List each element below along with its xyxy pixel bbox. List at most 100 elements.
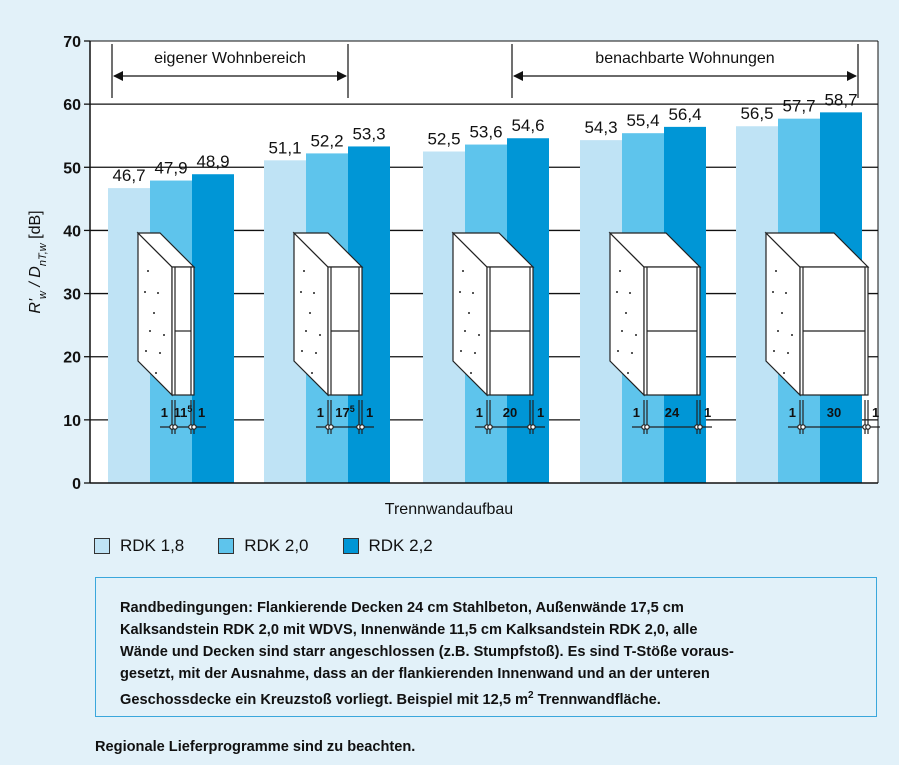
- texture-dot: [144, 291, 146, 293]
- dimension-node: [191, 424, 197, 430]
- texture-dot: [791, 334, 793, 336]
- legend-swatch: [342, 538, 359, 554]
- bar-value-label: 52,5: [427, 130, 460, 149]
- axes: 0 10 20 30 40 50 60 70: [63, 34, 879, 493]
- texture-dot: [300, 291, 302, 293]
- wall-drawings: 1 115 1 1 175 1 1 20 1 1 24 1 1 30 1: [136, 231, 880, 434]
- texture-dot: [472, 292, 474, 294]
- arrow-head-left-icon: [513, 71, 523, 81]
- texture-dot: [470, 372, 472, 374]
- bar-chart: 46,7 51,1 52,5 54,3 56,5 47,9 52,2 53,6 55,4 57,7…: [27, 34, 880, 518]
- bar-value-label: 54,6: [511, 116, 544, 135]
- texture-dot: [621, 330, 623, 332]
- texture-dot: [629, 292, 631, 294]
- dimension-label-left: 1: [476, 405, 483, 420]
- wall-section-drawing: 1 115 1: [136, 231, 206, 434]
- texture-dot: [311, 372, 313, 374]
- texture-dot: [155, 372, 157, 374]
- texture-dot: [460, 350, 462, 352]
- dimension-label-right: 1: [872, 405, 879, 420]
- dimension-label-core: 175: [335, 404, 354, 420]
- dimension-label-core: 30: [827, 405, 841, 420]
- dimension-node: [328, 424, 334, 430]
- dimension-label-right: 1: [537, 405, 544, 420]
- legend-swatch: [94, 538, 110, 554]
- texture-dot: [301, 350, 303, 352]
- bar-value-label: 53,3: [352, 124, 385, 143]
- dimension-label-right: 1: [198, 405, 205, 420]
- bar-value-label: 54,3: [584, 118, 617, 137]
- y-tick-label: 20: [63, 350, 81, 367]
- texture-dot: [319, 334, 321, 336]
- bar-value-label: 53,6: [469, 123, 502, 142]
- texture-dot: [619, 270, 621, 272]
- texture-dot: [305, 330, 307, 332]
- y-tick-label: 40: [63, 223, 81, 240]
- texture-dot: [303, 270, 305, 272]
- texture-dot: [159, 352, 161, 354]
- texture-dot: [153, 312, 155, 314]
- bar-value-label: 55,4: [626, 111, 659, 130]
- y-tick-label: 10: [63, 413, 81, 430]
- conditions-note: Randbedingungen: Flankierende Decken 24 …: [95, 577, 877, 717]
- arrow-head-right-icon: [847, 71, 857, 81]
- dimension-label-left: 1: [633, 405, 640, 420]
- bar-value-label: 51,1: [268, 138, 301, 157]
- y-tick-label: 50: [63, 160, 81, 177]
- note-line: Wände und Decken sind starr angeschlosse…: [120, 644, 734, 660]
- bar-value-label: 56,4: [668, 105, 701, 124]
- dimension-node: [865, 424, 871, 430]
- dimension-label-core: 24: [665, 405, 680, 420]
- legend-label: RDK 2,2: [368, 536, 433, 555]
- texture-dot: [474, 352, 476, 354]
- wall-section-drawing: 1 30 1: [764, 231, 880, 434]
- arrow-head-right-icon: [337, 71, 347, 81]
- annotation-label: eigener Wohnbereich: [154, 50, 306, 67]
- y-tick-label: 60: [63, 97, 81, 114]
- legend-item-rdk-2-0: RDK 2,0: [218, 536, 309, 556]
- dimension-label-right: 1: [704, 405, 711, 420]
- note-line: gesetzt, mit der Ausnahme, dass an der f…: [120, 666, 710, 682]
- bar-value-label: 47,9: [154, 159, 187, 178]
- texture-dot: [617, 350, 619, 352]
- dimension-node: [359, 424, 365, 430]
- texture-dot: [147, 270, 149, 272]
- texture-dot: [309, 312, 311, 314]
- texture-dot: [616, 291, 618, 293]
- dimension-node: [644, 424, 650, 430]
- bar-value-label: 56,5: [740, 104, 773, 123]
- dimension-node: [172, 424, 178, 430]
- range-annotation: eigener Wohnbereich: [111, 44, 349, 98]
- texture-dot: [459, 291, 461, 293]
- legend-item-rdk-1-8: RDK 1,8: [94, 536, 184, 556]
- texture-dot: [773, 350, 775, 352]
- texture-dot: [163, 334, 165, 336]
- range-annotations: eigener Wohnbereich benachbarte Wohnungen: [111, 44, 859, 98]
- texture-dot: [783, 372, 785, 374]
- annotation-label: benachbarte Wohnungen: [595, 50, 774, 67]
- bar-value-label: 46,7: [112, 166, 145, 185]
- texture-dot: [468, 312, 470, 314]
- wall-section-drawing: 1 24 1: [608, 231, 712, 434]
- legend-item-rdk-2-2: RDK 2,2: [342, 536, 433, 556]
- x-axis-title: Trennwandaufbau: [385, 501, 513, 518]
- dimension-node: [530, 424, 536, 430]
- dimension-label-left: 1: [789, 405, 796, 420]
- bar-value-label: 57,7: [782, 97, 815, 116]
- bar-value-label: 52,2: [310, 131, 343, 150]
- texture-dot: [631, 352, 633, 354]
- texture-dot: [777, 330, 779, 332]
- footer-note: Regionale Lieferprogramme sind zu beacht…: [95, 739, 416, 755]
- legend: RDK 1,8 RDK 2,0 RDK 2,2: [94, 536, 433, 556]
- range-annotation: benachbarte Wohnungen: [511, 44, 859, 98]
- texture-dot: [157, 292, 159, 294]
- texture-dot: [313, 292, 315, 294]
- arrow-head-left-icon: [113, 71, 123, 81]
- y-tick-label: 30: [63, 287, 81, 304]
- texture-dot: [478, 334, 480, 336]
- wall-section-drawing: 1 20 1: [451, 231, 545, 434]
- dimension-label-left: 1: [317, 405, 324, 420]
- texture-dot: [627, 372, 629, 374]
- legend-label: RDK 1,8: [120, 536, 185, 555]
- texture-dot: [772, 291, 774, 293]
